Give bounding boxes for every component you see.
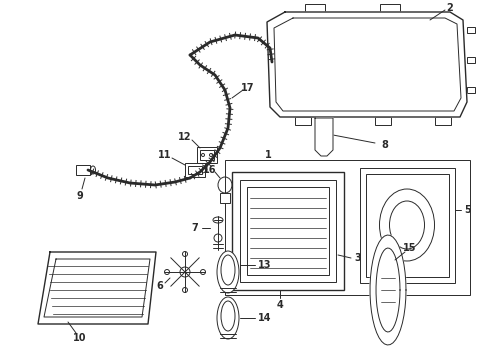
Text: 15: 15: [403, 243, 417, 253]
Text: 16: 16: [203, 165, 217, 175]
Bar: [380, 4, 400, 12]
Text: 2: 2: [446, 3, 453, 13]
Text: 13: 13: [258, 260, 272, 270]
Bar: [366, 174, 449, 277]
Ellipse shape: [297, 28, 369, 100]
Bar: [467, 57, 475, 63]
Text: 12: 12: [178, 132, 192, 142]
Text: 10: 10: [73, 333, 87, 343]
Text: 5: 5: [465, 205, 471, 215]
Text: 11: 11: [158, 150, 172, 160]
Bar: [467, 27, 475, 33]
Bar: [232, 172, 344, 290]
Text: 4: 4: [277, 300, 283, 310]
Text: 9: 9: [76, 191, 83, 201]
Text: 8: 8: [382, 140, 389, 150]
Polygon shape: [370, 235, 406, 345]
Ellipse shape: [217, 297, 239, 339]
Bar: [240, 180, 336, 282]
Polygon shape: [315, 118, 333, 156]
Text: 3: 3: [355, 253, 361, 263]
Text: 14: 14: [258, 313, 272, 323]
Bar: [295, 117, 311, 125]
Bar: [467, 87, 475, 93]
Bar: [197, 147, 217, 163]
Ellipse shape: [397, 38, 449, 90]
Bar: [200, 150, 214, 160]
Bar: [220, 193, 230, 203]
Ellipse shape: [213, 217, 223, 223]
Bar: [360, 168, 455, 283]
Bar: [247, 187, 329, 275]
Text: 17: 17: [241, 83, 255, 93]
Ellipse shape: [217, 251, 239, 293]
Bar: [435, 117, 451, 125]
Bar: [188, 166, 202, 174]
Bar: [76, 165, 90, 175]
Text: 6: 6: [157, 281, 163, 291]
Bar: [305, 4, 325, 12]
Polygon shape: [38, 252, 156, 324]
Polygon shape: [267, 12, 467, 117]
Text: 7: 7: [192, 223, 198, 233]
Ellipse shape: [180, 267, 190, 277]
Bar: [375, 117, 391, 125]
Bar: [225, 160, 470, 295]
Text: 1: 1: [265, 150, 271, 160]
Bar: [185, 163, 205, 177]
